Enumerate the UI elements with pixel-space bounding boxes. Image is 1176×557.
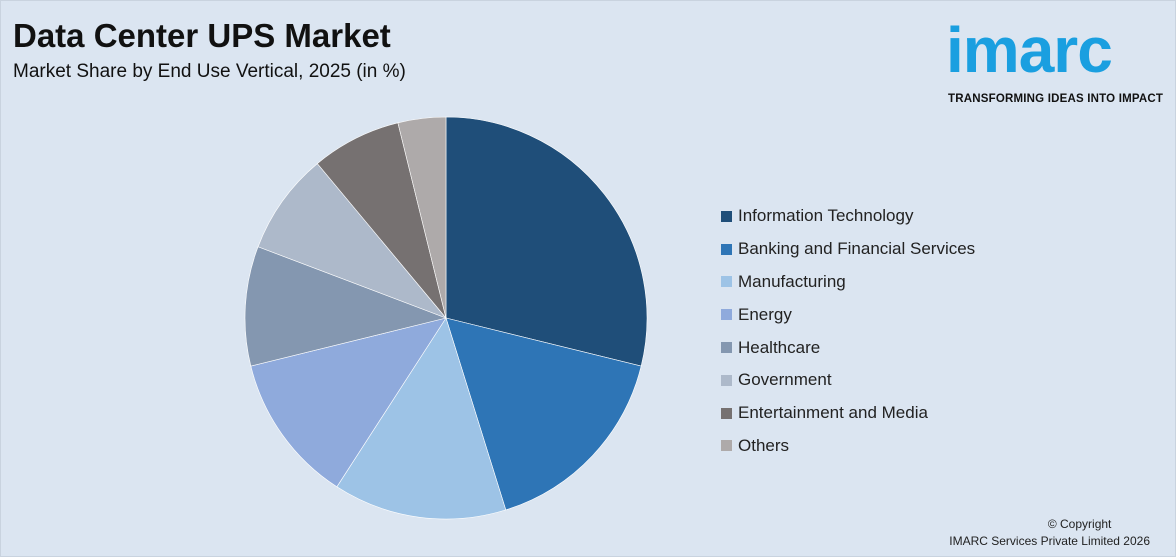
legend-swatch (721, 243, 732, 255)
legend-item: Healthcare (721, 331, 975, 364)
legend-label: Information Technology (738, 206, 914, 226)
pie-slice-government (257, 163, 447, 319)
legend-swatch (721, 440, 732, 452)
legend-item: Manufacturing (721, 266, 975, 299)
legend-item: Energy (721, 298, 975, 331)
pie-slice-energy (250, 317, 447, 488)
logo-wordmark: imarc (946, 14, 1113, 86)
imarc-logo: imarc TRANSFORMING IDEAS INTO IMPACT (946, 12, 1172, 110)
legend-item: Entertainment and Media (721, 397, 975, 430)
legend-label: Energy (738, 304, 792, 324)
pie-slice-information-technology (445, 116, 648, 367)
legend-swatch (721, 407, 732, 419)
legend-item: Others (721, 430, 975, 463)
chart-legend: Information Technology Banking and Financ… (721, 200, 975, 462)
legend-label: Entertainment and Media (738, 403, 928, 423)
copyright-line-2: IMARC Services Private Limited 2026 (949, 534, 1150, 548)
legend-label: Healthcare (738, 337, 821, 357)
chart-title: Data Center UPS Market (13, 17, 391, 54)
pie-slice-healthcare (244, 246, 448, 367)
pie-slice-manufacturing (336, 317, 507, 520)
legend-label: Manufacturing (738, 271, 846, 291)
legend-item: Government (721, 364, 975, 397)
legend-label: Banking and Financial Services (738, 239, 976, 259)
legend-item: Banking and Financial Services (721, 233, 975, 266)
legend-label: Government (738, 370, 832, 390)
chart-subtitle: Market Share by End Use Vertical, 2025 (… (13, 61, 406, 82)
legend-swatch (721, 276, 732, 288)
logo-tagline: TRANSFORMING IDEAS INTO IMPACT (948, 93, 1164, 105)
legend-swatch (721, 374, 732, 386)
pie-slice-banking-and-financial-services (445, 317, 642, 511)
legend-swatch (721, 309, 732, 321)
pie-slice-others (397, 116, 447, 319)
legend-label: Others (738, 435, 790, 455)
legend-item: Information Technology (721, 200, 975, 233)
copyright-notice: © Copyright IMARC Services Private Limit… (949, 516, 1150, 550)
legend-swatch (721, 210, 732, 222)
legend-swatch (721, 342, 732, 354)
copyright-line-1: © Copyright (1047, 517, 1112, 531)
